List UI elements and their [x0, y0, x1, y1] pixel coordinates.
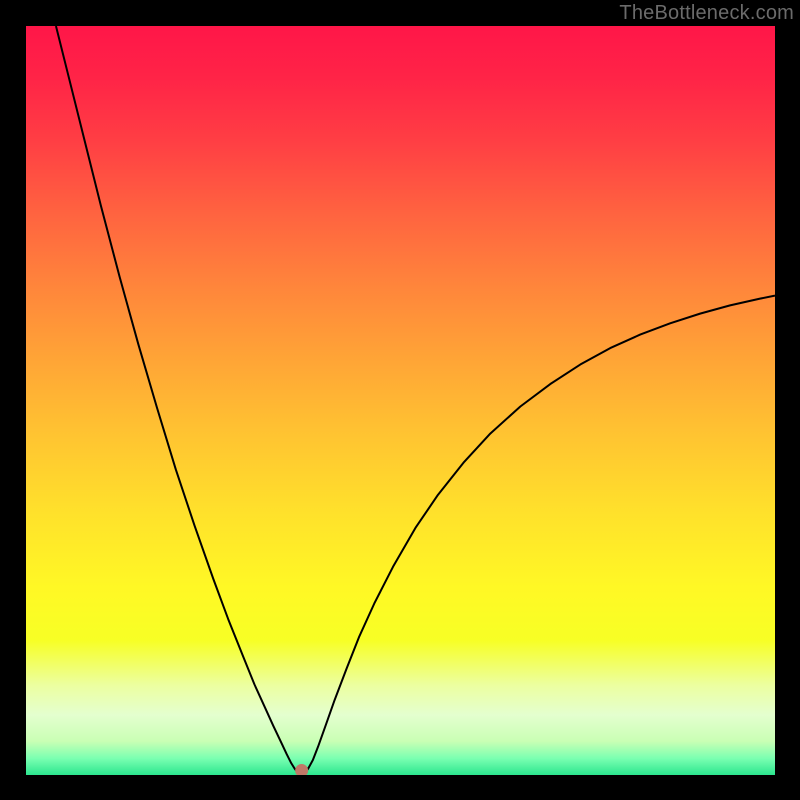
watermark-text: TheBottleneck.com: [619, 2, 794, 25]
optimal-point-marker: [296, 765, 308, 775]
chart-background: [26, 26, 775, 775]
bottleneck-chart: [26, 26, 775, 775]
chart-container: [26, 26, 775, 775]
